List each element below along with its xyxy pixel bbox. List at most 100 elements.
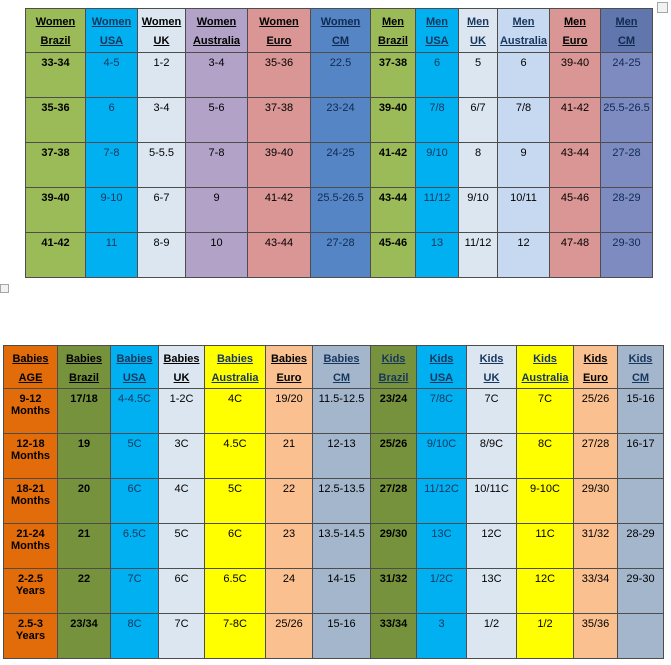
- table-row: 21-24 Months 21 6.5C 5C 6C 23 13.5-14.5 29/30 13…: [3, 523, 664, 570]
- header-label-line2: USA: [99, 34, 124, 47]
- header-label-line1: Kids: [533, 353, 557, 365]
- size-cell: 1/2: [516, 613, 574, 660]
- header-label-line2: AGE: [18, 371, 43, 384]
- size-cell: 35/36: [573, 613, 618, 660]
- table-row: 2-2.5 Years 22 7C 6C 6.5C 24 14-15 31/32 1/2C 13C…: [3, 568, 664, 615]
- header-label-line2: Brazil: [378, 34, 408, 47]
- size-cell: 6.5C: [204, 568, 266, 615]
- size-cell: 12C: [466, 523, 517, 570]
- size-cell: 27-28: [310, 232, 371, 278]
- size-cell: 25/26: [573, 388, 618, 435]
- size-cell: 41-42: [247, 187, 311, 233]
- header-label-line2: Brazil: [378, 371, 409, 384]
- size-cell: 39-40: [549, 52, 601, 98]
- size-cell: 9-10: [85, 187, 138, 233]
- size-cell: 17/18: [57, 388, 111, 435]
- column-header-babies-euro: Babies Euro: [265, 344, 313, 390]
- header-label-line1: Kids: [583, 353, 608, 365]
- size-cell: 29-30: [600, 232, 653, 278]
- size-cell: 23/34: [57, 613, 111, 660]
- size-cell: 5-5.5: [137, 142, 186, 188]
- size-cell: 11/12C: [416, 478, 467, 525]
- table-row: 37-38 7-8 5-5.5 7-8 39-40 24-25 41-42 9/10 8 9 43-…: [25, 142, 653, 188]
- header-label-line1: Women: [91, 16, 132, 28]
- size-cell: 20: [57, 478, 111, 525]
- edge-artifact-icon: [0, 284, 9, 293]
- header-label-line2: Australia: [499, 34, 548, 47]
- header-row: Babies AGE Babies Brazil Babies USA Babies UK Ba…: [3, 344, 664, 390]
- header-label-line2: Australia: [211, 371, 259, 384]
- header-label-line1: Kids: [381, 353, 406, 365]
- header-label-line2: UK: [470, 34, 486, 47]
- header-label-line1: Men: [564, 16, 586, 28]
- size-cell: 11: [85, 232, 138, 278]
- size-cell: 35-36: [25, 97, 86, 143]
- size-cell: 3-4: [137, 97, 186, 143]
- size-cell: 12-18 Months: [3, 433, 58, 480]
- column-header-babies-uk: Babies UK: [158, 344, 205, 390]
- size-cell: 43-44: [370, 187, 416, 233]
- size-cell: 4.5C: [204, 433, 266, 480]
- header-label-line1: Babies: [116, 353, 153, 365]
- header-label-line2: CM: [331, 34, 350, 47]
- column-header-men-australia: Men Australia: [497, 8, 550, 53]
- size-cell: 10: [185, 232, 248, 278]
- size-cell: 33-34: [25, 52, 86, 98]
- size-cell: 9: [497, 142, 550, 188]
- size-cell: 15-16: [312, 613, 371, 660]
- size-cell: 22: [265, 478, 313, 525]
- size-cell: 37-38: [247, 97, 311, 143]
- size-cell: 4C: [158, 478, 205, 525]
- size-cell: 7-8C: [204, 613, 266, 660]
- size-cell: 7/8: [415, 97, 459, 143]
- header-label-line1: Babies: [163, 353, 200, 365]
- header-label-line1: Men: [615, 16, 638, 28]
- header-label-line2: CM: [332, 371, 351, 384]
- size-cell: 47-48: [549, 232, 601, 278]
- size-cell: 9-10C: [516, 478, 574, 525]
- column-header-men-usa: Men USA: [415, 8, 459, 53]
- header-label-line1: Women: [141, 16, 182, 28]
- size-cell: 24: [265, 568, 313, 615]
- size-cell: 13: [415, 232, 459, 278]
- size-cell: 18-21 Months: [3, 478, 58, 525]
- header-label-line2: Australia: [521, 371, 569, 384]
- size-cell: 2.5-3 Years: [3, 613, 58, 660]
- column-header-women-cm: Women CM: [310, 8, 371, 53]
- size-cell: 23-24: [310, 97, 371, 143]
- size-cell: 8: [458, 142, 498, 188]
- size-cell: 4-4.5C: [110, 388, 159, 435]
- size-cell: 11.5-12.5: [312, 388, 371, 435]
- size-cell: 25.5-26.5: [600, 97, 653, 143]
- table-row: 18-21 Months 20 6C 4C 5C 22 12.5-13.5 27/28 11/1…: [3, 478, 664, 525]
- size-cell: [617, 613, 664, 660]
- corner-artifact-icon: [657, 2, 668, 13]
- size-cell: 31/32: [573, 523, 618, 570]
- size-cell: 8-9: [137, 232, 186, 278]
- header-label-line1: Women: [259, 16, 299, 28]
- size-cell: 23: [265, 523, 313, 570]
- size-cell: 12-13: [312, 433, 371, 480]
- header-label-line2: UK: [153, 34, 170, 47]
- size-cell: 13C: [416, 523, 467, 570]
- table-row: 9-12 Months 17/18 4-4.5C 1-2C 4C 19/20 11.5-12…: [3, 388, 664, 435]
- size-cell: 11/12: [415, 187, 459, 233]
- size-cell: 3: [416, 613, 467, 660]
- column-header-women-euro: Women Euro: [247, 8, 311, 53]
- size-cell: 21: [57, 523, 111, 570]
- size-cell: 23/24: [370, 388, 417, 435]
- size-cell: 1/2: [466, 613, 517, 660]
- babies-kids-size-table: Babies AGE Babies Brazil Babies USA Babies UK Ba…: [3, 344, 664, 660]
- size-cell: 7C: [158, 613, 205, 660]
- size-cell: 35-36: [247, 52, 311, 98]
- size-cell: 39-40: [25, 187, 86, 233]
- header-label-line2: Euro: [276, 371, 302, 384]
- size-cell: 28-29: [617, 523, 664, 570]
- size-cell: 7-8: [185, 142, 248, 188]
- column-header-women-usa: Women USA: [85, 8, 138, 53]
- size-cell: 24-25: [310, 142, 371, 188]
- header-label-line2: Euro: [582, 371, 609, 384]
- header-label-line1: Men: [426, 16, 448, 28]
- size-cell: 5-6: [185, 97, 248, 143]
